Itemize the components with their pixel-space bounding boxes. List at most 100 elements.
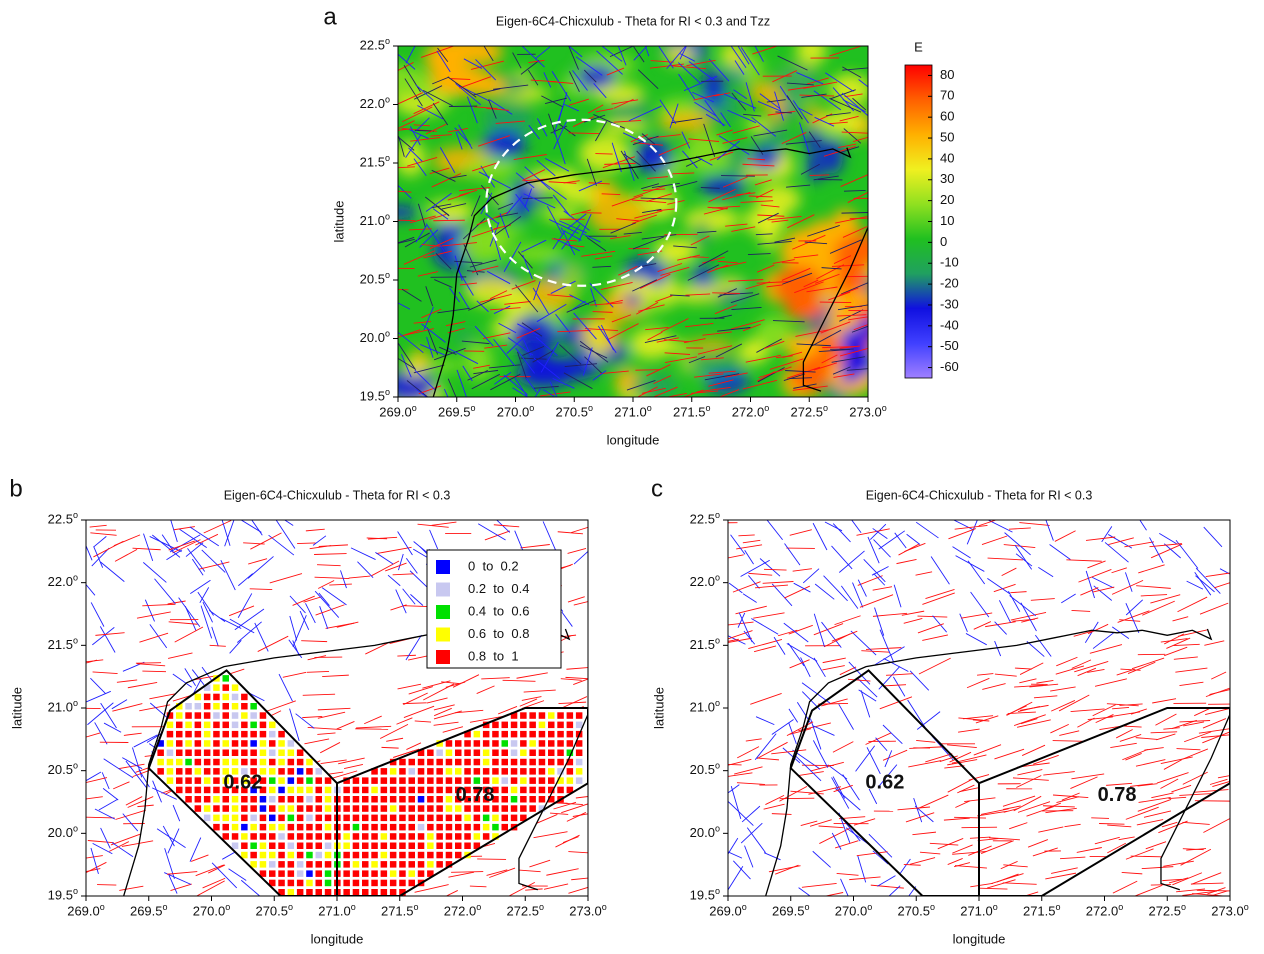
strike-segment xyxy=(528,59,545,63)
strike-segment xyxy=(874,646,905,666)
strike-segment xyxy=(859,594,894,608)
strike-segment xyxy=(742,323,761,332)
strike-segment xyxy=(433,704,455,711)
strike-segment xyxy=(191,558,204,576)
tick-label: 272.5o xyxy=(1148,902,1186,918)
strike-segment xyxy=(566,667,588,670)
colorbar-tick-label: 60 xyxy=(940,109,954,124)
tick-label: 271.0o xyxy=(960,902,998,918)
strike-segment xyxy=(387,574,401,587)
probability-cell xyxy=(455,768,462,775)
strike-segment xyxy=(143,533,154,562)
strike-segment xyxy=(728,582,743,594)
strike-segment xyxy=(592,265,612,268)
strike-segment xyxy=(737,612,746,628)
probability-cell xyxy=(529,786,536,794)
field-blob xyxy=(746,117,769,133)
probability-cell xyxy=(213,768,220,775)
probability-cell xyxy=(362,833,369,840)
probability-cell xyxy=(473,740,481,747)
probability-cell xyxy=(455,749,462,756)
probability-cell xyxy=(203,703,211,710)
probability-cell xyxy=(176,768,183,775)
probability-cell xyxy=(269,796,276,803)
probability-cell xyxy=(185,749,192,756)
strike-segment xyxy=(136,663,166,667)
strike-segment xyxy=(1168,877,1189,884)
strike-segment xyxy=(348,575,371,579)
probability-cell xyxy=(213,777,220,784)
strike-segment xyxy=(734,60,745,75)
legend-swatch xyxy=(436,560,450,574)
strike-segment xyxy=(1060,856,1086,860)
probability-cell xyxy=(399,805,406,812)
strike-segment xyxy=(459,76,491,89)
probability-cell xyxy=(575,721,583,729)
strike-segment xyxy=(532,350,554,363)
strike-segment xyxy=(814,583,835,600)
strike-segment xyxy=(1108,537,1134,545)
tick-label: 20.0o xyxy=(48,824,78,840)
probability-cell xyxy=(203,693,211,701)
strike-segment xyxy=(398,120,415,129)
strike-segment xyxy=(420,46,456,58)
probability-cell xyxy=(464,823,471,831)
strike-segment xyxy=(690,235,710,246)
probability-cell xyxy=(250,758,257,766)
probability-cell xyxy=(306,814,313,822)
field-blob xyxy=(774,265,824,307)
probability-cell xyxy=(203,684,211,691)
probability-cell xyxy=(548,786,555,794)
strike-segment xyxy=(636,301,659,315)
strike-segment xyxy=(198,561,230,570)
strike-segment xyxy=(393,750,414,758)
probability-cell xyxy=(287,879,295,887)
strike-segment xyxy=(1016,719,1051,728)
strike-segment xyxy=(653,386,678,397)
strike-segment xyxy=(552,378,575,389)
strike-segment xyxy=(463,217,486,240)
probability-cell xyxy=(548,730,555,738)
probability-cell xyxy=(194,730,202,738)
probability-cell xyxy=(436,814,443,822)
strike-segment xyxy=(552,230,566,250)
strike-segment xyxy=(605,299,623,305)
probability-cell xyxy=(380,823,388,831)
strike-segment xyxy=(636,150,656,172)
strike-segment xyxy=(561,803,588,814)
field-blob xyxy=(727,145,749,177)
probability-cell xyxy=(445,814,453,822)
strike-segment xyxy=(156,828,186,849)
probability-cell xyxy=(473,786,481,794)
strike-segment xyxy=(559,344,582,365)
probability-cell xyxy=(510,712,518,719)
strike-segment xyxy=(909,857,936,865)
field-blob xyxy=(511,182,529,221)
strike-segment xyxy=(93,546,104,568)
strike-segment xyxy=(831,264,865,267)
strike-segment xyxy=(977,673,994,676)
probability-cell xyxy=(306,758,313,766)
strike-segment xyxy=(417,203,426,228)
strike-segment xyxy=(878,764,898,787)
strike-segment xyxy=(190,854,209,862)
field-blob xyxy=(509,315,558,354)
strike-segment xyxy=(848,316,868,321)
probability-cell xyxy=(510,814,518,822)
strike-segment xyxy=(118,763,145,770)
colorbar xyxy=(904,64,933,379)
strike-segment xyxy=(774,91,784,121)
strike-segment xyxy=(882,724,903,745)
panel-letter: c xyxy=(651,475,663,502)
field-blob xyxy=(686,356,744,376)
strike-segment xyxy=(610,235,631,240)
strike-segment xyxy=(1136,585,1171,589)
probability-cell xyxy=(510,721,518,729)
strike-segment xyxy=(810,718,822,750)
probability-cell xyxy=(176,777,183,784)
strike-segment xyxy=(317,580,335,589)
probability-cell xyxy=(371,889,378,896)
strike-segment xyxy=(566,299,596,313)
strike-segment xyxy=(416,117,430,131)
strike-segment xyxy=(463,243,479,276)
